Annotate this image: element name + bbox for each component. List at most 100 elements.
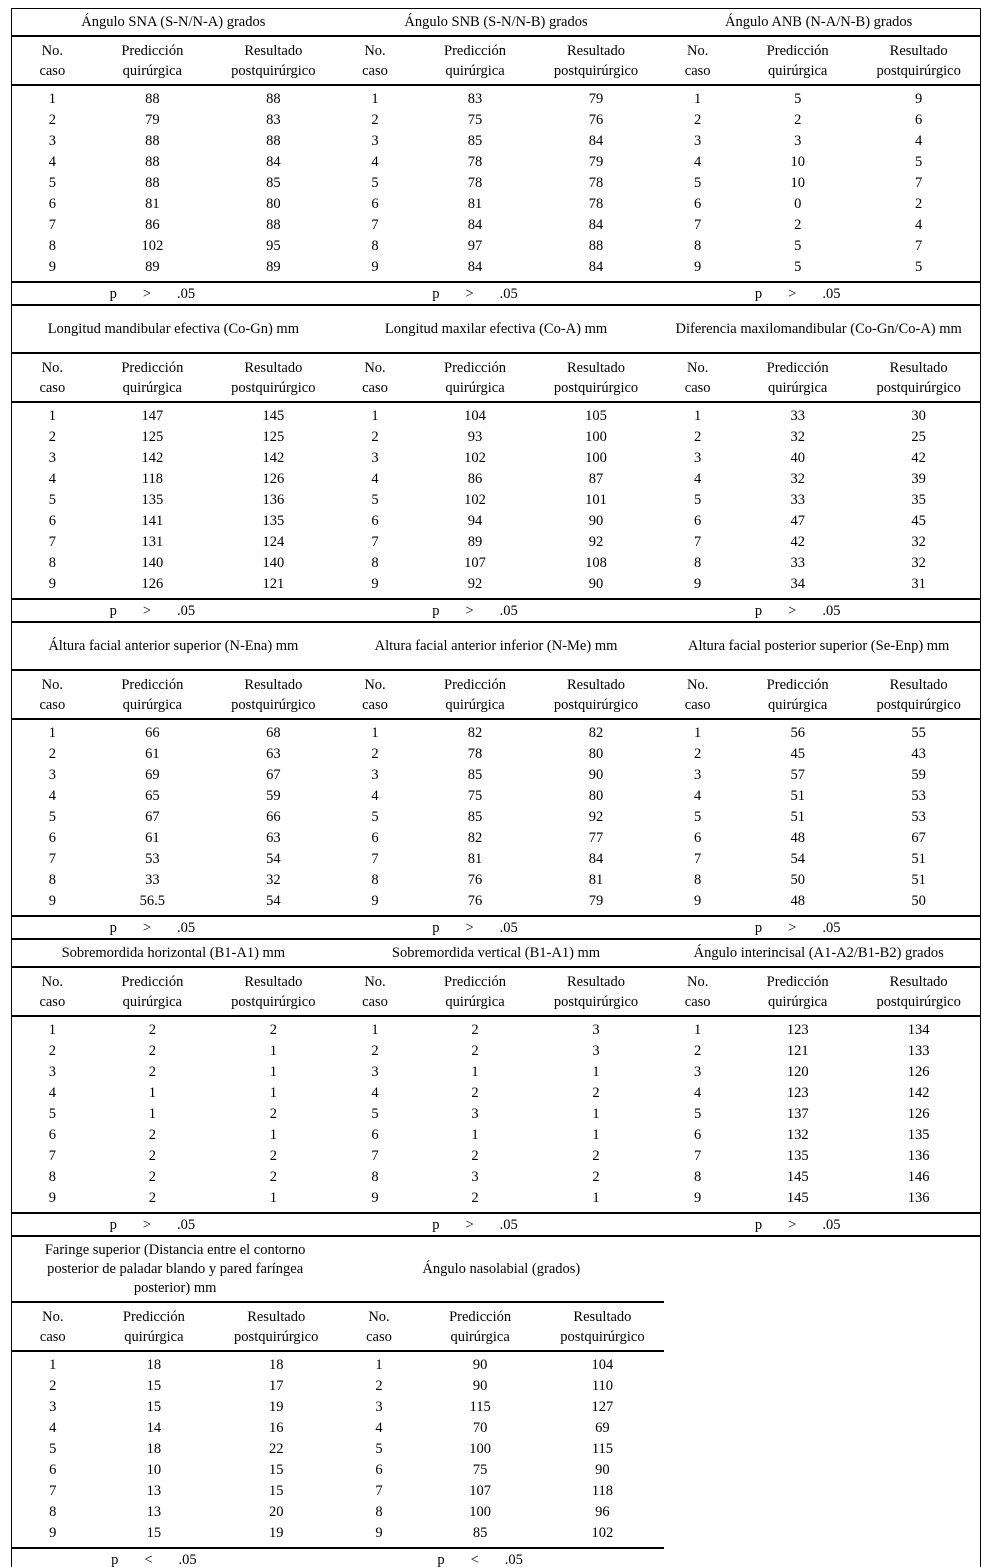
cell-result: 124: [262, 534, 285, 550]
cell-result: 84: [588, 259, 604, 275]
stat-table: Longitud maxilar efectiva (Co-A) mm No. ca…: [334, 306, 658, 623]
cell-prediction: 1: [471, 1064, 479, 1080]
cell-case-number: 6: [694, 1127, 702, 1143]
cell-result: 146: [907, 1169, 930, 1185]
cell-result: 2: [592, 1085, 600, 1101]
cell-prediction: 2: [794, 217, 802, 233]
cell-result: 88: [588, 238, 604, 254]
table-title: Ángulo SNA (S-N/N-A) grados: [12, 9, 335, 37]
cell-case-number: 8: [694, 238, 702, 254]
cell-case-number: 4: [48, 1085, 56, 1101]
cell-case-number: 8: [48, 555, 56, 571]
cell-result: 2: [915, 196, 923, 212]
column-header-row: No. caso Predicción quirúrgica Resultado post…: [657, 968, 981, 1017]
column-header-row: No. caso Predicción quirúrgica Resultado post…: [12, 1303, 339, 1352]
stat-table: Longitud mandibular efectiva (Co-Gn) mm N…: [12, 306, 335, 623]
cell-case-number: 7: [371, 217, 379, 233]
cell-prediction: 2: [148, 1043, 156, 1059]
cell-case-number: 9: [371, 259, 379, 275]
cell-result: 51: [911, 851, 926, 867]
cell-result: 42: [911, 450, 926, 466]
cell-result: 1: [592, 1106, 600, 1122]
cell-result: 35: [911, 492, 926, 508]
cell-prediction: 123: [786, 1085, 809, 1101]
cell-prediction: 53: [145, 851, 160, 867]
header-line-2: quirúrgica: [445, 63, 505, 79]
table-title: Ángulo interincisal (A1-A2/B1-B2) grados: [657, 940, 981, 968]
table-row: 6 61 63: [12, 828, 335, 849]
p-group: p > .05: [738, 917, 857, 940]
cell-case-number: 4: [375, 1420, 383, 1436]
cell-prediction: 78: [467, 175, 483, 191]
header-line-2: caso: [366, 1329, 392, 1345]
table-row: 7 81 84: [335, 849, 658, 870]
column-header-row: No. caso Predicción quirúrgica Resultado post…: [334, 671, 658, 720]
table-body: 1 83 79 2 75 76 3 85 84 4 78 79 5 78 78 6 81 78 7 84 84 8 97 88…: [334, 86, 658, 283]
cell-prediction: 132: [786, 1127, 809, 1143]
cell-case-number: 5: [371, 492, 379, 508]
cell-case-number: 1: [694, 408, 702, 424]
cell-prediction: 10: [790, 175, 805, 191]
cell-case-number: 7: [48, 851, 56, 867]
table-row: 9 5 5: [657, 257, 980, 278]
table-row: 2 2 1: [12, 1041, 335, 1062]
cell-prediction: 33: [790, 555, 805, 571]
cell-prediction: 33: [145, 872, 160, 888]
table-row: 4 70 69: [338, 1418, 664, 1439]
header-line-2: quirúrgica: [445, 697, 505, 713]
cell-result: 145: [262, 408, 285, 424]
cell-result: 55: [911, 725, 926, 741]
table-row: 5 33 35: [657, 490, 980, 511]
p-value-row: p > .05: [657, 600, 981, 623]
cell-prediction: 93: [467, 429, 483, 445]
table-body: 1 18 18 2 15 17 3 15 19 4 14 16 5 18 22 6 10 15 7 13 15 8 13 20…: [12, 1352, 339, 1549]
cell-case-number: 5: [371, 175, 379, 191]
p-label: p: [754, 920, 763, 936]
p-value-row: p > .05: [334, 283, 658, 306]
table-row: 4 88 84: [12, 152, 335, 173]
cell-prediction: 104: [464, 408, 486, 424]
cell-prediction: 2: [148, 1022, 156, 1038]
cell-result: 15: [268, 1483, 284, 1499]
table-row: 9 15 19: [12, 1523, 338, 1544]
cell-prediction: 2: [148, 1064, 156, 1080]
header-line-1: Resultado: [573, 1309, 632, 1325]
cell-prediction: 69: [145, 767, 160, 783]
column-header-row: No. caso Predicción quirúrgica Resultado post…: [657, 354, 981, 403]
table-row: 2 93 100: [335, 427, 658, 448]
cell-prediction: 70: [472, 1420, 488, 1436]
p-value-row: p > .05: [334, 1214, 658, 1237]
table-body: 1 90 104 2 90 110 3 115 127 4 70 69 5 100 115 6 75 90 7 107…: [338, 1352, 665, 1549]
cell-result: 126: [262, 471, 285, 487]
header-line-1: No.: [686, 43, 709, 59]
header-line-2: postquirúrgico: [553, 697, 639, 713]
column-header-row: No. caso Predicción quirúrgica Resultado post…: [657, 37, 981, 86]
table-body: 1 5 9 2 2 6 3 3 4 4 10 5 5 10 7 6 0 2 7 2 4 8 5 7 9 5 5: [657, 86, 981, 283]
table-row: 5 137 126: [657, 1104, 980, 1125]
table-row: 7 54 51: [657, 849, 980, 870]
table-row: 6 132 135: [657, 1125, 980, 1146]
cell-case-number: 4: [371, 154, 379, 170]
p-value-row: p < .05: [338, 1549, 664, 1567]
table-row: 8 33 32: [12, 870, 335, 891]
cell-result: 5: [915, 259, 923, 275]
cell-result: 100: [585, 429, 607, 445]
header-line-1: No.: [368, 1309, 390, 1325]
header-line-1: Predicción: [766, 43, 829, 59]
header-line-2: quirúrgica: [768, 380, 828, 396]
cell-prediction: 2: [471, 1043, 479, 1059]
cell-case-number: 7: [371, 851, 379, 867]
column-header-result: Resultado postquirúrgico: [857, 41, 980, 81]
header-line-2: caso: [362, 994, 388, 1010]
cell-case-number: 8: [48, 1169, 56, 1185]
p-label: p: [109, 920, 117, 936]
cell-result: 134: [907, 1022, 930, 1038]
cell-prediction: 13: [146, 1504, 162, 1520]
header-line-2: quirúrgica: [122, 380, 182, 396]
p-label: p: [109, 1217, 117, 1233]
cell-prediction: 92: [467, 576, 483, 592]
cell-case-number: 5: [371, 809, 379, 825]
cell-result: 84: [588, 851, 604, 867]
table-body: 1 104 105 2 93 100 3 102 100 4 86 87 5 102 101 6 94 90 7 89…: [334, 403, 658, 600]
cell-result: 32: [266, 872, 281, 888]
